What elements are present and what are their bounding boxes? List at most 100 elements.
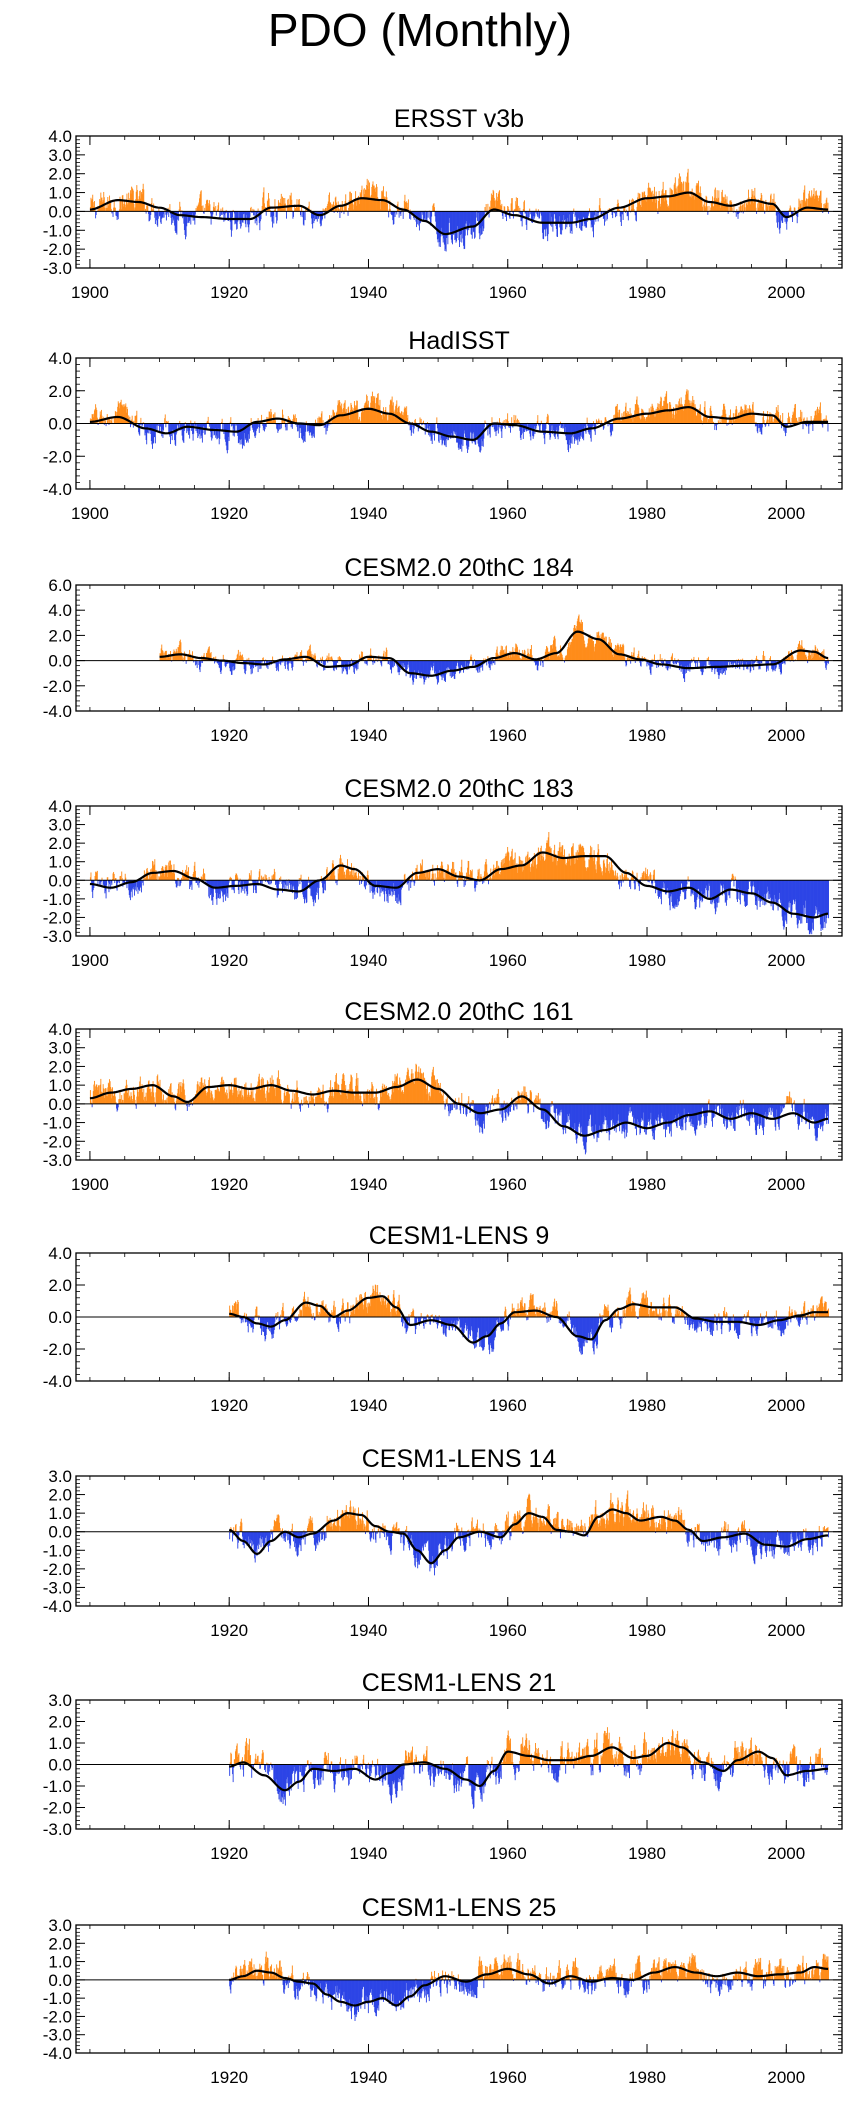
negative-bar	[315, 880, 317, 892]
negative-bar	[261, 660, 263, 663]
positive-bar	[207, 199, 209, 212]
negative-bar	[700, 660, 702, 672]
positive-bar	[354, 405, 356, 424]
positive-bar	[595, 419, 597, 424]
negative-bar	[203, 423, 205, 427]
negative-bar	[162, 423, 164, 438]
negative-bar	[474, 660, 476, 668]
positive-bar	[217, 209, 218, 212]
positive-bar	[558, 655, 560, 661]
negative-bar	[450, 423, 452, 439]
positive-bar	[746, 205, 748, 212]
positive-bar	[730, 420, 732, 424]
negative-bar	[710, 660, 712, 665]
negative-bar	[441, 660, 443, 681]
positive-bar	[788, 412, 789, 424]
negative-bar	[232, 423, 234, 436]
negative-bar	[374, 660, 376, 664]
positive-bar	[397, 408, 399, 424]
positive-bar	[552, 644, 554, 661]
positive-bar	[814, 650, 816, 661]
negative-bar	[328, 423, 330, 426]
positive-bar	[506, 419, 508, 424]
negative-bar	[341, 211, 343, 213]
negative-bar	[388, 660, 390, 664]
negative-bar	[227, 423, 229, 451]
negative-bar	[468, 211, 470, 231]
negative-bar	[229, 211, 231, 213]
negative-bar	[469, 211, 471, 224]
negative-bar	[589, 211, 591, 213]
positive-bar	[210, 653, 211, 661]
negative-bar	[248, 423, 250, 439]
negative-bar	[694, 660, 695, 663]
positive-bar	[709, 210, 711, 212]
negative-bar	[450, 211, 452, 240]
negative-bar	[454, 660, 456, 674]
positive-bar	[432, 205, 434, 212]
positive-bar	[645, 200, 647, 212]
negative-bar	[543, 211, 545, 230]
negative-bar	[270, 211, 272, 218]
positive-bar	[633, 199, 635, 212]
negative-bar	[259, 660, 261, 666]
positive-bar	[517, 872, 518, 881]
positive-bar	[712, 196, 713, 212]
positive-bar	[688, 400, 690, 424]
positive-bar	[735, 406, 737, 424]
positive-bar	[803, 647, 805, 661]
positive-bar	[593, 850, 595, 881]
positive-bar	[192, 657, 194, 661]
positive-bar	[659, 203, 661, 212]
positive-bar	[606, 644, 608, 661]
negative-bar	[252, 880, 254, 893]
positive-bar	[520, 867, 522, 881]
positive-bar	[797, 647, 799, 661]
positive-bar	[282, 409, 283, 424]
positive-bar	[697, 409, 699, 424]
negative-bar	[418, 211, 420, 231]
positive-bar	[431, 873, 433, 881]
positive-bar	[536, 421, 538, 424]
negative-bar	[806, 423, 807, 427]
negative-bar	[579, 211, 581, 220]
positive-bar	[721, 415, 723, 424]
x-tick-label: 1900	[71, 504, 109, 523]
negative-bar	[402, 880, 404, 883]
negative-bar	[232, 660, 234, 671]
negative-bar	[657, 211, 659, 215]
negative-bar	[190, 880, 192, 885]
positive-bar	[710, 405, 712, 424]
negative-bar	[247, 660, 249, 663]
negative-bar	[598, 211, 600, 214]
positive-bar	[173, 864, 175, 881]
negative-bar	[522, 211, 524, 219]
positive-bar	[640, 207, 642, 212]
positive-bar	[95, 407, 97, 424]
positive-bar	[425, 870, 427, 881]
negative-bar	[152, 423, 153, 449]
positive-bar	[803, 418, 805, 424]
positive-bar	[640, 204, 641, 212]
negative-bar	[425, 660, 427, 678]
positive-bar	[666, 204, 668, 212]
negative-bar	[325, 423, 327, 435]
positive-bar	[512, 859, 514, 881]
negative-bar	[401, 660, 403, 663]
negative-bar	[565, 423, 567, 440]
negative-bar	[197, 423, 199, 439]
negative-bar	[117, 880, 119, 883]
negative-bar	[414, 660, 416, 671]
negative-bar	[429, 660, 431, 677]
positive-bar	[511, 848, 513, 881]
negative-bar	[191, 880, 193, 890]
positive-bar	[200, 191, 202, 212]
positive-bar	[305, 421, 307, 424]
negative-bar	[773, 660, 775, 671]
positive-bar	[266, 878, 268, 881]
positive-bar	[522, 860, 524, 881]
positive-bar	[120, 875, 122, 881]
negative-bar	[827, 423, 829, 432]
positive-bar	[166, 422, 168, 424]
positive-bar	[392, 402, 394, 424]
